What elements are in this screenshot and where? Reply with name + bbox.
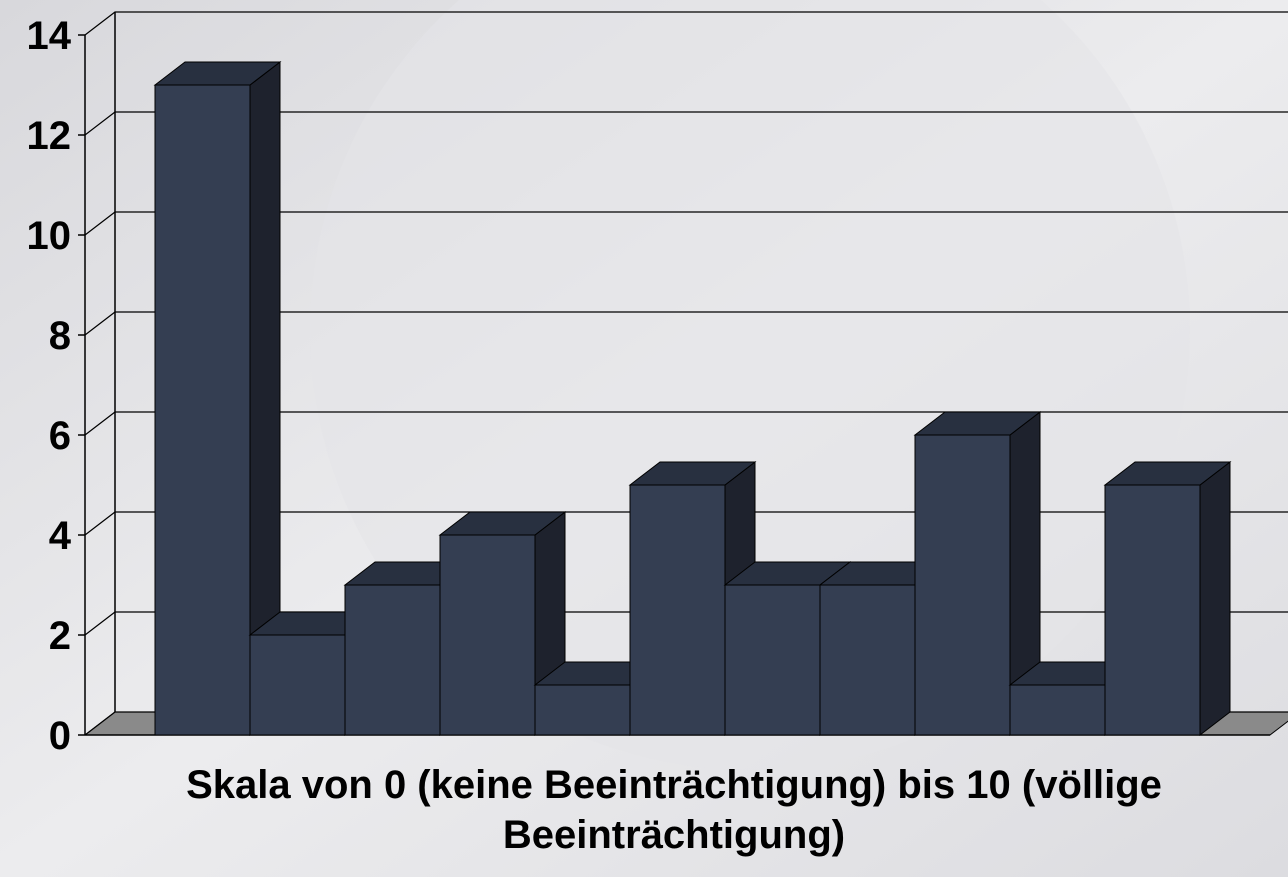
bar-front	[249, 634, 346, 736]
bar-front	[724, 584, 821, 736]
y-tick-label: 6	[49, 414, 71, 458]
bar	[1103, 460, 1232, 737]
grid-line	[84, 511, 1288, 536]
y-tick-label: 8	[49, 314, 71, 358]
y-tick-label: 0	[49, 714, 71, 758]
x-axis-label: Skala von 0 (keine Beeinträchtigung) bis…	[186, 763, 1162, 857]
bar-front	[1009, 684, 1106, 736]
bar-front	[629, 484, 726, 736]
bar	[913, 410, 1042, 737]
y-tick-label: 4	[49, 514, 72, 558]
bar-front	[154, 84, 251, 736]
bar-front	[1104, 484, 1201, 736]
bar-front	[534, 684, 631, 736]
bar-front	[819, 584, 916, 736]
grid-line	[84, 311, 1288, 336]
bar	[153, 60, 282, 737]
y-tick-label: 2	[49, 614, 71, 658]
grid-line	[84, 211, 1288, 236]
grid-line	[84, 111, 1288, 136]
y-tick-label: 10	[27, 214, 72, 258]
grid-line	[84, 411, 1288, 436]
grid-line	[84, 11, 1288, 36]
y-tick-label: 12	[27, 114, 72, 158]
bar-front	[344, 584, 441, 736]
bar-front	[914, 434, 1011, 736]
y-tick-label: 14	[27, 14, 72, 58]
bar-front	[439, 534, 536, 736]
bar-side	[1199, 460, 1231, 737]
